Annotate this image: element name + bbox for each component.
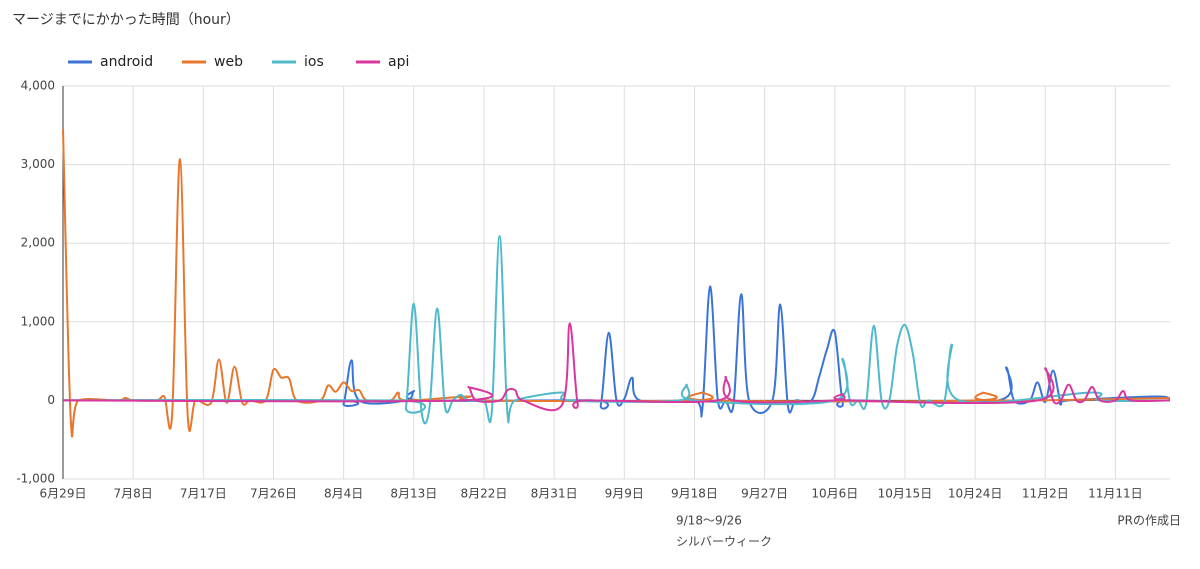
x-tick-label: 6月29日 xyxy=(40,487,87,501)
x-tick-label: 10月15日 xyxy=(878,487,933,501)
legend-label: android xyxy=(100,54,153,70)
x-tick-label: 8月13日 xyxy=(390,487,437,501)
legend-label: api xyxy=(388,54,409,70)
y-tick-label: 4,000 xyxy=(21,79,55,93)
annotation: シルバーウィーク xyxy=(676,535,772,549)
x-tick-label: 9月18日 xyxy=(671,487,718,501)
series-line xyxy=(62,129,1171,438)
x-tick-label: 11月2日 xyxy=(1022,487,1069,501)
x-tick-label: 10月24日 xyxy=(948,487,1003,501)
x-tick-label: 7月8日 xyxy=(114,487,153,501)
x-tick-label: 7月17日 xyxy=(180,487,227,501)
x-tick-label: 9月9日 xyxy=(605,487,644,501)
y-tick-label: 0 xyxy=(47,393,55,407)
legend-label: web xyxy=(214,54,243,70)
x-tick-label: 10月6日 xyxy=(811,487,858,501)
annotation: 9/18〜9/26 xyxy=(676,514,742,528)
y-tick-label: 1,000 xyxy=(21,314,55,328)
y-tick-label: -1,000 xyxy=(16,472,55,486)
series-line xyxy=(62,235,1171,425)
x-tick-label: 8月31日 xyxy=(531,487,578,501)
y-tick-label: 3,000 xyxy=(21,157,55,171)
series-line xyxy=(62,322,1171,412)
x-tick-label: 11月11日 xyxy=(1088,487,1143,501)
annotation: PRの作成日 xyxy=(1117,514,1181,528)
x-tick-label: 9月27日 xyxy=(741,487,788,501)
y-tick-label: 2,000 xyxy=(21,236,55,250)
chart-title: マージまでにかかった時間（hour） xyxy=(12,12,240,28)
x-tick-label: 7月26日 xyxy=(250,487,297,501)
x-tick-label: 8月4日 xyxy=(324,487,363,501)
legend-label: ios xyxy=(304,54,324,70)
x-tick-label: 8月22日 xyxy=(461,487,508,501)
